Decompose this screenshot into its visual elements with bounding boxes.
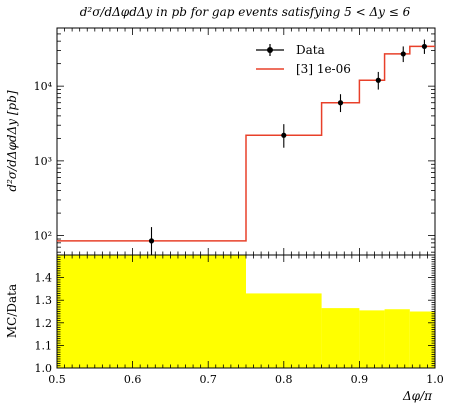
x-tick-label: 0.6	[124, 373, 142, 386]
data-point	[400, 51, 406, 57]
ratio-band-bin	[57, 255, 246, 368]
ratio-y-tick-label: 1.3	[35, 294, 53, 307]
x-tick-label: 0.7	[199, 373, 217, 386]
legend-mc-label: [3] 1e-06	[296, 62, 351, 76]
chart-title: d²σ/dΔφdΔy in pb for gap events satisfyi…	[80, 5, 411, 19]
legend-entry-data: Data	[256, 43, 325, 57]
ratio-y-tick-label: 1.0	[35, 362, 53, 375]
ratio-y-tick-label: 1.4	[35, 272, 53, 285]
x-tick-label: 0.5	[48, 373, 66, 386]
y-tick-label: 10³	[34, 155, 52, 168]
mc-step-line	[57, 45, 435, 242]
ratio-panel: 1.0 1.1 1.2 1.3 1.4 0.5 0.6 0.7 0.8 0.9 1.0	[35, 254, 444, 386]
legend-data-marker-icon	[267, 47, 273, 53]
x-axis-label: Δφ/π	[402, 389, 433, 403]
ratio-band-bin	[246, 293, 322, 368]
main-panel: 10² 10³ 10⁴	[34, 27, 436, 266]
ratio-band-bin	[321, 308, 360, 368]
y-tick-label: 10⁴	[34, 80, 53, 93]
ratio-band-bin	[409, 311, 435, 368]
data-point	[281, 132, 287, 138]
main-y-axis-label: d²σ/dΔφdΔy [pb]	[5, 90, 19, 191]
data-point	[337, 100, 344, 106]
data-point	[421, 43, 428, 50]
y-tick-label: 10²	[34, 230, 52, 243]
ratio-band-bin	[384, 309, 410, 368]
x-tick-label: 0.8	[275, 373, 293, 386]
x-tick-label: 1.0	[426, 373, 444, 386]
data-point	[375, 77, 381, 83]
legend-data-label: Data	[296, 43, 325, 57]
legend: Data [3] 1e-06	[256, 43, 351, 76]
ratio-y-axis-label: MC/Data	[5, 284, 19, 338]
data-point	[148, 238, 155, 244]
ratio-y-tick-label: 1.2	[35, 317, 53, 330]
ratio-band-bin	[359, 310, 385, 368]
ratio-y-tick-label: 1.1	[35, 339, 53, 352]
legend-entry-mc: [3] 1e-06	[256, 62, 351, 76]
x-tick-label: 0.9	[351, 373, 369, 386]
